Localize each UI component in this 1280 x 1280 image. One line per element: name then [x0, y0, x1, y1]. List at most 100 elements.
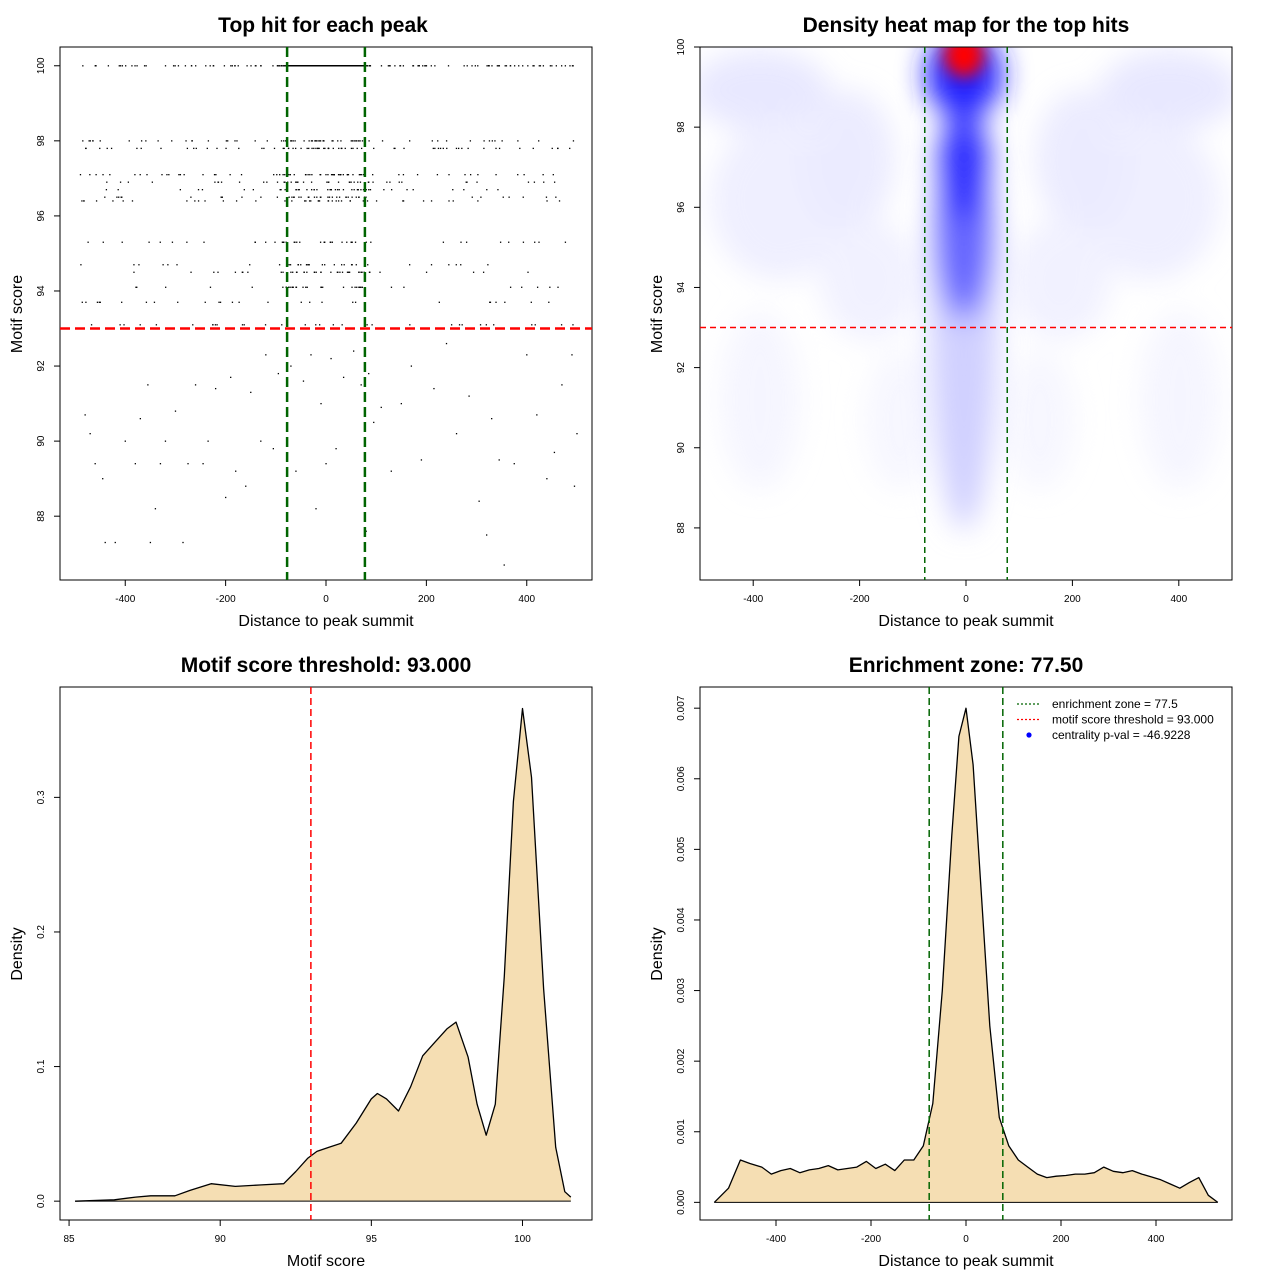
score-density-plot-frame [59, 686, 593, 1221]
scatter-point [356, 147, 358, 150]
score-density-y-tick-label: 0.2 [36, 925, 47, 939]
scatter-point [235, 470, 237, 472]
scatter-point [213, 174, 216, 176]
scatter-point [368, 271, 371, 273]
scatter-point [218, 301, 220, 303]
scatter-point [313, 189, 315, 191]
scatter-point [569, 147, 571, 150]
scatter-panel: Top hit for each peak -400 -200 0 200 400 88… [9, 14, 593, 630]
scatter-point [398, 174, 400, 176]
heatmap-density-field [700, 47, 1232, 580]
scatter-point [461, 324, 463, 326]
heatmap-y-tick-label: 90 [676, 442, 687, 454]
score-density-y-label: Density [9, 927, 26, 980]
scatter-point [88, 140, 90, 142]
scatter-point [186, 241, 188, 243]
scatter-point [216, 324, 218, 326]
scatter-point [238, 301, 240, 303]
scatter-point [483, 147, 485, 150]
scatter-point [403, 147, 405, 150]
scatter-point [278, 65, 281, 67]
scatter-point [362, 189, 365, 191]
scatter-point [466, 65, 468, 67]
scatter-point [369, 65, 371, 67]
scatter-point [545, 196, 548, 198]
scatter-point [391, 189, 393, 191]
scatter-point [368, 189, 370, 191]
scatter-point [311, 174, 313, 176]
distance-density-x-tick-label: 0 [963, 1234, 969, 1245]
heatmap-y-label: Motif score [649, 275, 666, 353]
scatter-point [513, 65, 516, 67]
scatter-point [425, 65, 428, 67]
scatter-point [538, 241, 540, 243]
score-density-y-tick-label: 0.0 [36, 1194, 47, 1208]
scatter-point [536, 414, 538, 416]
scatter-point [205, 65, 207, 67]
scatter-point [489, 301, 492, 303]
scatter-point [177, 301, 179, 303]
scatter-point [317, 140, 319, 142]
scatter-point [350, 181, 352, 183]
distance-density-curve [713, 707, 1219, 1203]
scatter-point [123, 324, 125, 326]
scatter-point [336, 189, 339, 191]
score-density-x-label: Motif score [287, 1253, 365, 1270]
distance-density-y-tick-label: 0.006 [676, 766, 687, 791]
scatter-point [276, 181, 279, 183]
scatter-point [238, 147, 240, 150]
scatter-point [430, 264, 433, 266]
scatter-point [290, 140, 292, 142]
scatter-point [324, 264, 326, 266]
scatter-point [569, 65, 571, 67]
scatter-point [305, 286, 307, 288]
scatter-point [358, 140, 360, 142]
scatter-point [319, 241, 322, 243]
scatter-point [315, 271, 317, 273]
scatter-point [295, 470, 297, 472]
scatter-point [107, 65, 110, 67]
scatter-point [351, 189, 353, 191]
scatter-point [350, 140, 352, 142]
legend-point-icon [1026, 732, 1032, 738]
distance-density-y-tick-label: 0.000 [676, 1189, 687, 1214]
heatmap-x-tick-label: 0 [963, 594, 969, 605]
scatter-point [365, 241, 367, 243]
scatter-point [476, 181, 478, 183]
scatter-point [320, 286, 322, 288]
scatter-point [225, 140, 228, 142]
scatter-point [174, 410, 177, 412]
scatter-point [551, 65, 553, 67]
scatter-point [401, 181, 403, 183]
scatter-point [105, 189, 108, 191]
scatter-point [192, 324, 194, 326]
scatter-point [346, 241, 348, 243]
scatter-point [359, 286, 361, 288]
scatter-point [487, 264, 489, 266]
scatter-point [139, 324, 141, 326]
scatter-point [284, 140, 287, 142]
scatter-point [326, 181, 328, 183]
scatter-point [313, 271, 316, 273]
scatter-point [452, 189, 454, 191]
scatter-point [164, 65, 167, 67]
scatter-point [335, 448, 337, 450]
scatter-point [95, 174, 97, 176]
scatter-point [85, 147, 87, 150]
scatter-point [352, 147, 354, 150]
scatter-point [359, 181, 362, 183]
scatter-point [430, 200, 433, 202]
scatter-point [445, 140, 448, 142]
scatter-point [140, 147, 142, 150]
scatter-point [288, 196, 290, 198]
scatter-point [191, 140, 193, 142]
scatter-point [333, 264, 335, 266]
scatter-point [349, 200, 351, 202]
scatter-point [437, 147, 440, 150]
scatter-point [243, 324, 245, 326]
scatter-point [167, 264, 169, 266]
scatter-point [310, 354, 312, 356]
scatter-point [282, 271, 284, 273]
scatter-point [463, 65, 465, 67]
scatter-point [465, 241, 468, 243]
